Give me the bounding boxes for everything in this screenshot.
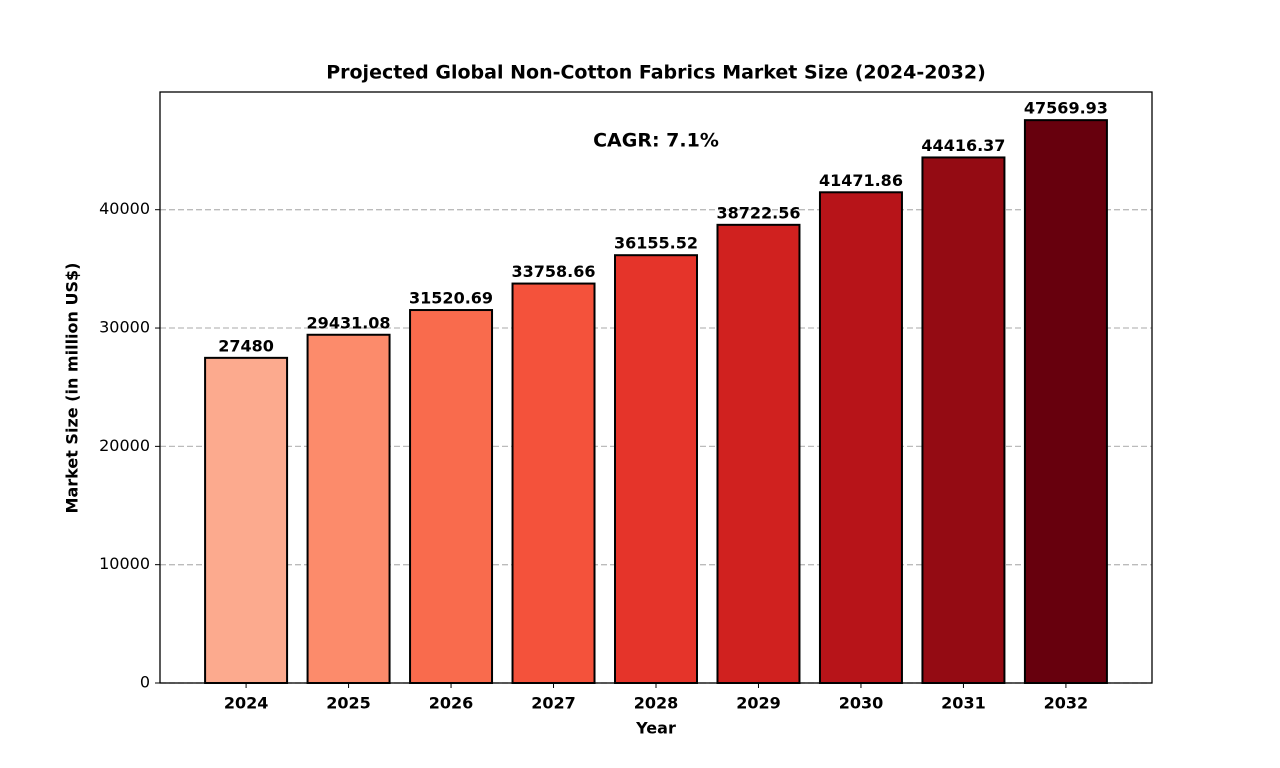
bar — [409, 309, 494, 684]
bar — [511, 282, 596, 684]
value-label: 41471.86 — [819, 171, 903, 190]
bar — [204, 356, 289, 684]
value-label: 38722.56 — [716, 203, 800, 222]
x-tick-label: 2026 — [429, 694, 474, 713]
value-label: 29431.08 — [307, 313, 391, 332]
value-label: 44416.37 — [921, 136, 1005, 155]
y-tick-label: 10000 — [99, 554, 150, 573]
value-label: 31520.69 — [409, 289, 493, 308]
bar — [818, 191, 903, 685]
x-tick-label: 2028 — [634, 694, 679, 713]
value-label: 27480 — [218, 336, 274, 355]
value-label: 33758.66 — [512, 262, 596, 281]
y-axis-label: Market Size (in million US$) — [63, 263, 82, 514]
x-tick-label: 2027 — [531, 694, 576, 713]
plot-frame — [159, 91, 1153, 684]
x-axis-label: Year — [635, 719, 676, 738]
x-tick-label: 2024 — [224, 694, 269, 713]
chart-title: Projected Global Non-Cotton Fabrics Mark… — [326, 62, 986, 84]
value-label: 47569.93 — [1024, 99, 1108, 118]
value-label: 36155.52 — [614, 234, 698, 253]
x-tick-label: 2030 — [839, 694, 884, 713]
y-tick-label: 30000 — [99, 318, 150, 337]
annotation: CAGR: 7.1% — [593, 130, 719, 152]
y-tick-label: 0 — [140, 673, 150, 692]
bar — [716, 223, 801, 684]
x-tick-label: 2025 — [326, 694, 371, 713]
x-tick-label: 2032 — [1044, 694, 1089, 713]
bar — [1023, 119, 1108, 684]
x-tick-label: 2029 — [736, 694, 781, 713]
bar — [921, 156, 1006, 684]
bar — [306, 333, 391, 684]
x-tick-label: 2031 — [941, 694, 986, 713]
y-tick-label: 20000 — [99, 436, 150, 455]
bar — [614, 254, 698, 684]
y-tick-label: 40000 — [99, 199, 150, 218]
